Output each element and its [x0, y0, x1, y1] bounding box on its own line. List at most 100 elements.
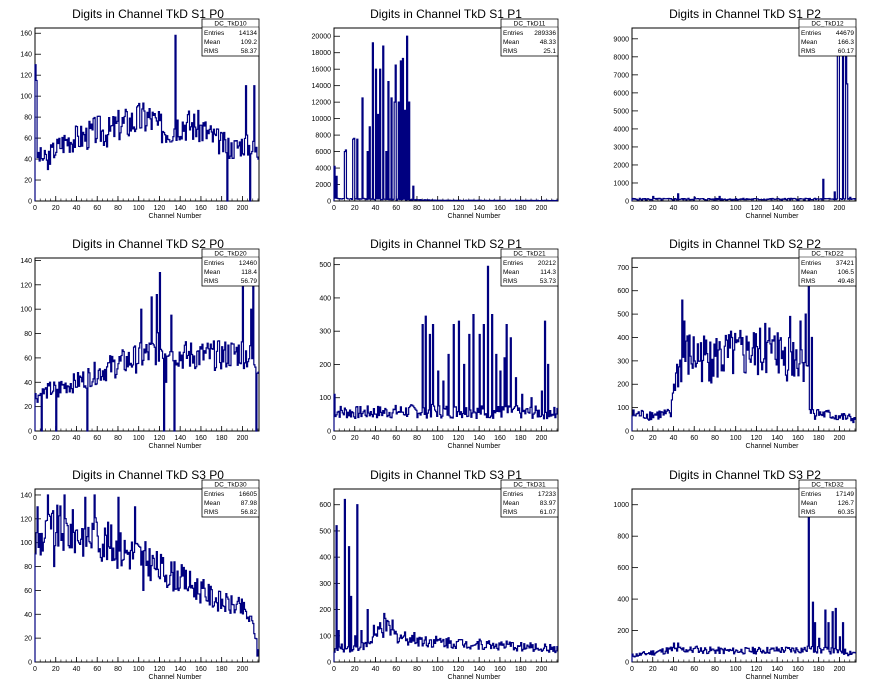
- y-tick-label: 0: [28, 429, 32, 436]
- y-tick-label: 100: [20, 94, 32, 101]
- stats-box: [798, 248, 857, 287]
- x-tick-label: 60: [392, 435, 400, 442]
- x-tick-label: 160: [792, 435, 804, 442]
- x-tick-label: 200: [834, 205, 846, 212]
- y-tick-label: 600: [617, 565, 629, 572]
- x-axis-label: Channel Number: [448, 213, 502, 220]
- x-tick-label: 100: [432, 435, 444, 442]
- x-tick-label: 140: [771, 666, 783, 673]
- y-tick-label: 80: [24, 331, 32, 338]
- stats-box: [500, 18, 559, 57]
- x-axis-label: Channel Number: [149, 674, 203, 681]
- y-tick-label: 200: [617, 382, 629, 389]
- stats-value: 56.82: [241, 509, 258, 516]
- y-tick-label: 100: [20, 307, 32, 314]
- stats-label: RMS: [801, 509, 816, 516]
- stats-value: 14134: [239, 30, 257, 37]
- histogram-line: [333, 265, 558, 431]
- x-tick-label: 200: [536, 205, 548, 212]
- histogram-panel: Digits in Channel TkD S2 P1 0 20 40 60 80 100 1…: [319, 237, 559, 450]
- stats-box: [798, 18, 857, 57]
- x-tick-label: 0: [332, 205, 336, 212]
- y-tick-label: 300: [319, 581, 331, 588]
- histogram-line: [631, 29, 856, 201]
- y-tick-label: 100: [319, 395, 331, 402]
- panel-title: Digits in Channel TkD S2 P0: [72, 237, 224, 251]
- y-tick-label: 9000: [613, 36, 629, 43]
- stats-value: 20212: [538, 260, 556, 267]
- panel-title: Digits in Channel TkD S1 P2: [669, 7, 821, 21]
- panel-title: Digits in Channel TkD S2 P2: [669, 237, 821, 251]
- y-tick-label: 8000: [613, 54, 629, 61]
- x-tick-label: 40: [372, 435, 380, 442]
- stats-value: 114.3: [540, 269, 556, 276]
- x-tick-label: 100: [133, 666, 145, 673]
- stats-value: 109.2: [241, 39, 258, 46]
- y-tick-label: 40: [24, 380, 32, 387]
- x-tick-label: 140: [174, 435, 186, 442]
- x-tick-label: 120: [751, 435, 763, 442]
- panel-title: Digits in Channel TkD S3 P0: [72, 468, 224, 482]
- x-tick-label: 40: [73, 205, 81, 212]
- y-tick-label: 100: [319, 633, 331, 640]
- y-tick-label: 500: [617, 312, 629, 319]
- x-tick-label: 180: [813, 435, 825, 442]
- x-tick-label: 180: [813, 666, 825, 673]
- histogram-panel: Digits in Channel TkD S3 P1 0 20 40 60 80 100 1…: [319, 468, 559, 681]
- histogram-line: [631, 266, 856, 431]
- x-tick-label: 40: [372, 666, 380, 673]
- x-tick-label: 0: [630, 666, 634, 673]
- x-tick-label: 100: [730, 435, 742, 442]
- x-tick-label: 20: [52, 666, 60, 673]
- histogram-line: [631, 497, 856, 662]
- stats-value: 17149: [836, 491, 854, 498]
- stats-value: 126.7: [838, 500, 855, 507]
- x-tick-label: 200: [237, 666, 249, 673]
- stats-label: RMS: [503, 509, 518, 516]
- stats-label: RMS: [503, 278, 518, 285]
- y-tick-label: 60: [24, 355, 32, 362]
- stats-label: RMS: [204, 278, 219, 285]
- x-tick-label: 60: [690, 435, 698, 442]
- y-tick-label: 5000: [613, 108, 629, 115]
- plot-frame: [631, 257, 857, 432]
- x-tick-label: 140: [473, 666, 485, 673]
- y-tick-label: 80: [24, 564, 32, 571]
- x-tick-label: 20: [351, 435, 359, 442]
- stats-label: RMS: [801, 48, 816, 55]
- histogram-line: [333, 35, 558, 202]
- x-tick-label: 100: [432, 205, 444, 212]
- histogram-line: [333, 498, 558, 662]
- stats-label: RMS: [204, 48, 219, 55]
- histogram-panel: Digits in Channel TkD S3 P0 0 20 40 60 80 100 1…: [20, 468, 260, 681]
- x-tick-label: 40: [73, 666, 81, 673]
- y-tick-label: 200: [319, 607, 331, 614]
- stats-label: RMS: [204, 509, 219, 516]
- stats-value: 83.97: [540, 500, 557, 507]
- y-tick-label: 7000: [613, 72, 629, 79]
- stats-value: 48.33: [540, 39, 557, 46]
- y-tick-label: 40: [24, 612, 32, 619]
- stats-name: DC_TkD20: [214, 251, 247, 258]
- y-tick-label: 120: [20, 282, 32, 289]
- x-tick-label: 100: [133, 205, 145, 212]
- stats-label: Mean: [503, 39, 520, 46]
- x-tick-label: 160: [494, 205, 506, 212]
- stats-name: DC_TkD11: [514, 21, 546, 28]
- x-tick-label: 140: [473, 435, 485, 442]
- stats-label: Mean: [503, 500, 520, 507]
- x-tick-label: 120: [154, 666, 166, 673]
- stats-value: 56.79: [241, 278, 258, 285]
- x-tick-label: 60: [93, 666, 101, 673]
- x-tick-label: 60: [392, 666, 400, 673]
- y-tick-label: 8000: [315, 133, 331, 140]
- stats-value: 60.17: [838, 48, 855, 55]
- y-tick-label: 40: [24, 157, 32, 164]
- x-tick-label: 0: [332, 666, 336, 673]
- x-tick-label: 40: [73, 435, 81, 442]
- y-tick-label: 2000: [613, 162, 629, 169]
- x-tick-label: 60: [690, 666, 698, 673]
- y-tick-label: 16000: [312, 67, 332, 74]
- stats-label: Mean: [204, 39, 221, 46]
- stats-label: RMS: [503, 48, 518, 55]
